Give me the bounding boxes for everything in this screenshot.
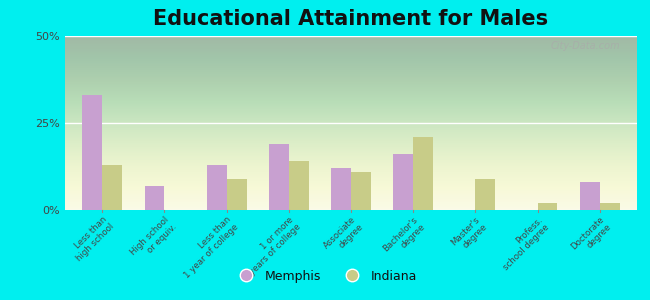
Bar — [600, 203, 619, 210]
Bar — [475, 179, 495, 210]
Bar — [227, 179, 246, 210]
Bar — [269, 144, 289, 210]
Legend: Memphis, Indiana: Memphis, Indiana — [228, 265, 422, 288]
Text: City-Data.com: City-Data.com — [550, 41, 620, 51]
Bar — [580, 182, 600, 210]
Bar — [102, 165, 122, 210]
Bar — [393, 154, 413, 210]
Bar — [144, 186, 164, 210]
Bar — [351, 172, 371, 210]
Bar — [289, 161, 309, 210]
Title: Educational Attainment for Males: Educational Attainment for Males — [153, 9, 549, 29]
Bar — [538, 203, 558, 210]
Bar — [207, 165, 227, 210]
Bar — [413, 137, 433, 210]
Bar — [331, 168, 351, 210]
Bar — [83, 95, 102, 210]
